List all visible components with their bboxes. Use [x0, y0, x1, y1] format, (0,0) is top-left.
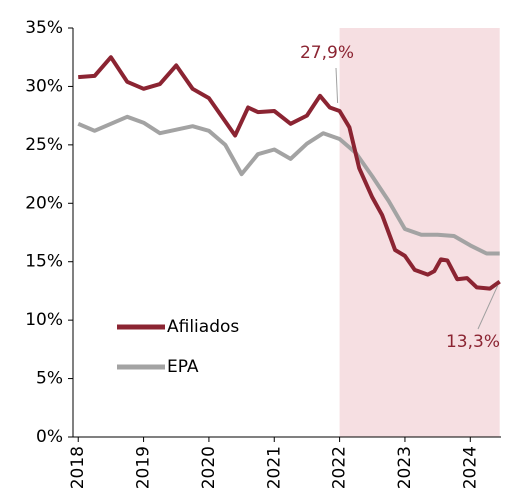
- y-tick-label: 10%: [25, 310, 63, 330]
- annotation-leader: [477, 285, 499, 330]
- x-tick-label: 2021: [264, 446, 284, 489]
- y-tick-label: 5%: [36, 369, 63, 389]
- y-tick-label: 25%: [25, 135, 63, 155]
- x-tick-label: 2023: [395, 446, 415, 489]
- y-tick-label: 20%: [25, 193, 63, 213]
- y-tick-label: 0%: [36, 427, 63, 447]
- series-line: [78, 55, 501, 291]
- x-tick-label: 2022: [330, 446, 350, 489]
- x-tick-label: 2019: [134, 446, 154, 489]
- x-tick-label: 2024: [460, 446, 480, 489]
- x-tick-label: 2020: [199, 446, 219, 489]
- y-tick-label: 15%: [25, 252, 63, 272]
- legend-label: Afiliados: [167, 317, 239, 337]
- annotation-leader: [335, 67, 339, 103]
- x-tick-label: 2018: [68, 446, 88, 489]
- annotation-label: 27,9%: [300, 43, 354, 63]
- y-tick-label: 35%: [25, 18, 63, 38]
- y-tick-label: 30%: [25, 76, 63, 96]
- annotation-label: 13,3%: [446, 332, 500, 352]
- legend-label: EPA: [167, 357, 199, 377]
- series-line: [77, 114, 500, 256]
